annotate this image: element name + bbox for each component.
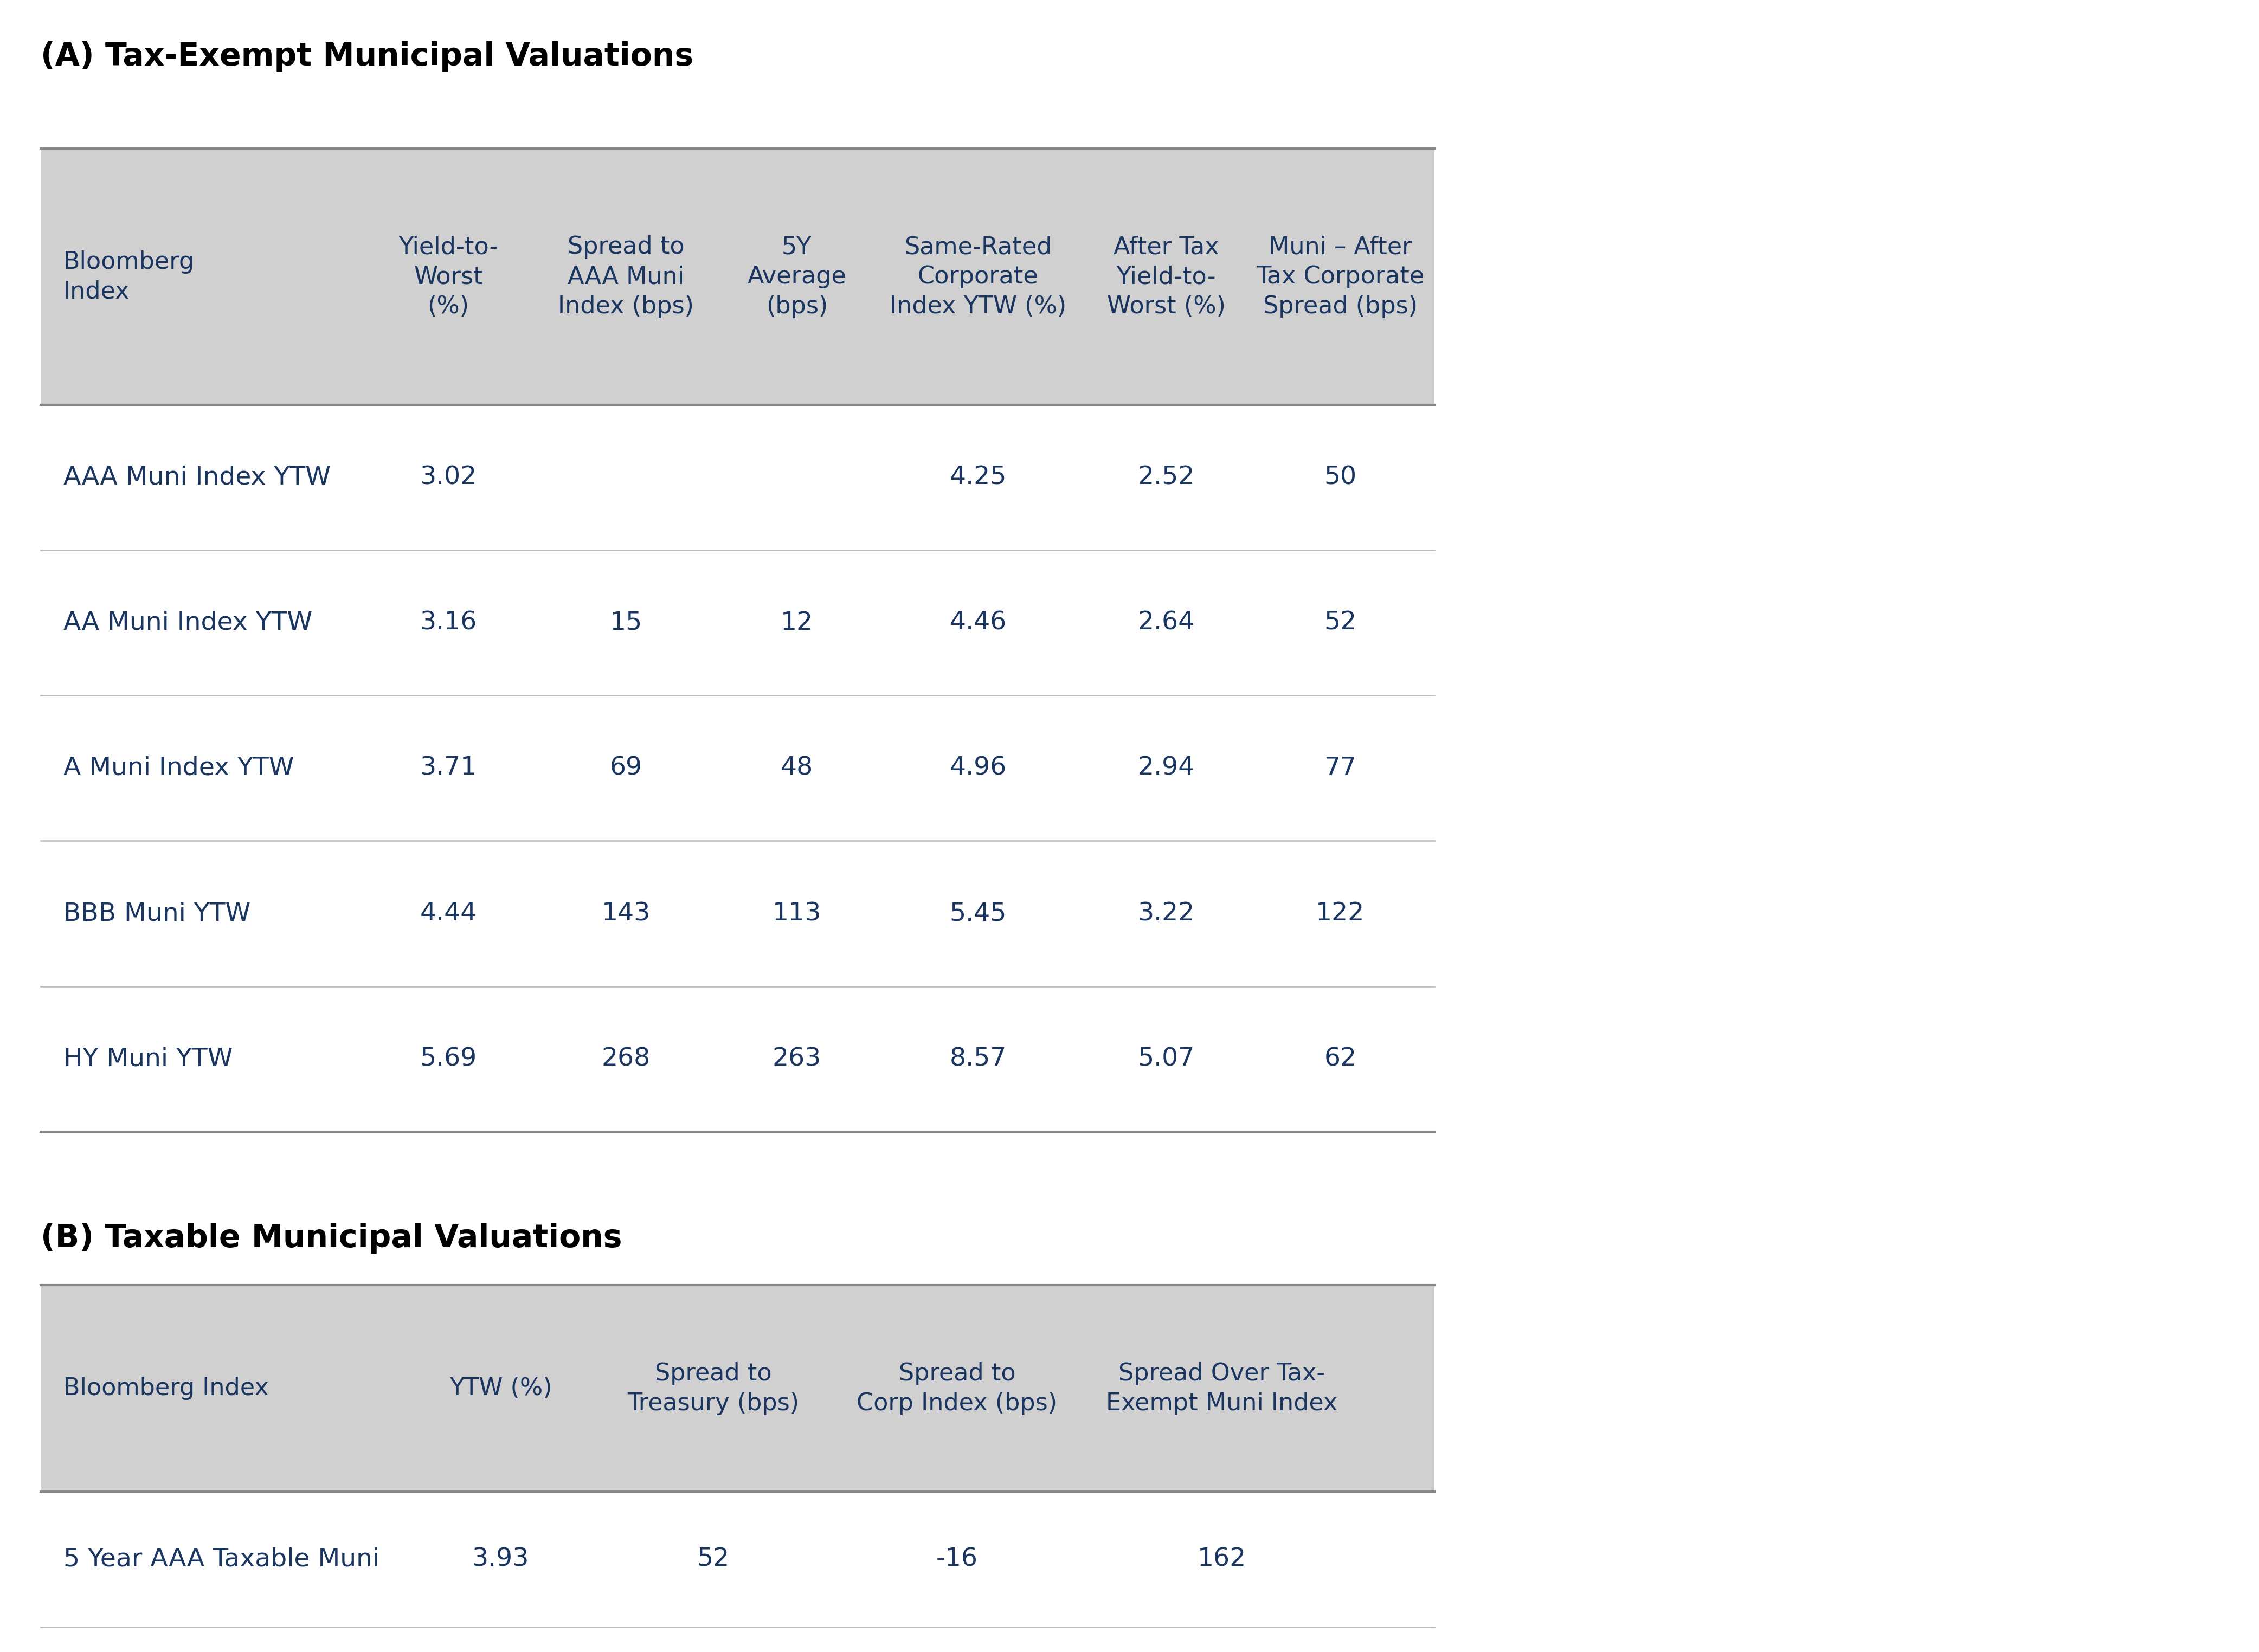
Text: 113: 113 (773, 902, 822, 925)
Text: 2.64: 2.64 (1139, 611, 1195, 634)
Text: AA Muni Index YTW: AA Muni Index YTW (63, 611, 312, 634)
Bar (41, 149, 1434, 405)
Bar (41, 1285, 1434, 1492)
Text: 263: 263 (773, 1047, 822, 1070)
Text: 5 Year AAA Taxable Muni: 5 Year AAA Taxable Muni (63, 1548, 380, 1571)
Text: Spread to
Corp Index (bps): Spread to Corp Index (bps) (856, 1361, 1057, 1416)
Text: 4.46: 4.46 (949, 611, 1008, 634)
Text: 2.94: 2.94 (1139, 757, 1195, 780)
Text: Spread to
AAA Muni
Index (bps): Spread to AAA Muni Index (bps) (558, 235, 694, 319)
Text: 5.45: 5.45 (949, 902, 1008, 925)
Text: 77: 77 (1324, 757, 1358, 780)
Text: 5Y
Average
(bps): 5Y Average (bps) (748, 235, 847, 319)
Text: 2.52: 2.52 (1139, 466, 1195, 489)
Text: 52: 52 (696, 1548, 730, 1571)
Text: 3.16: 3.16 (420, 611, 477, 634)
Text: Spread to
Treasury (bps): Spread to Treasury (bps) (628, 1361, 800, 1416)
Text: 268: 268 (601, 1047, 651, 1070)
Text: 5.69: 5.69 (420, 1047, 477, 1070)
Text: AAA Muni Index YTW: AAA Muni Index YTW (63, 466, 330, 489)
Text: (A) Tax-Exempt Municipal Valuations: (A) Tax-Exempt Municipal Valuations (41, 41, 694, 73)
Text: 122: 122 (1317, 902, 1364, 925)
Text: Bloomberg Index: Bloomberg Index (63, 1376, 269, 1401)
Text: 12: 12 (779, 611, 813, 634)
Text: 50: 50 (1324, 466, 1358, 489)
Text: 62: 62 (1324, 1047, 1358, 1070)
Text: BBB Muni YTW: BBB Muni YTW (63, 902, 251, 925)
Text: Yield-to-
Worst
(%): Yield-to- Worst (%) (398, 235, 499, 319)
Text: 69: 69 (610, 757, 642, 780)
Text: 3.22: 3.22 (1139, 902, 1195, 925)
Text: 4.44: 4.44 (420, 902, 477, 925)
Text: 3.71: 3.71 (420, 757, 477, 780)
Text: A Muni Index YTW: A Muni Index YTW (63, 757, 294, 780)
Text: -16: -16 (935, 1548, 978, 1571)
Text: Muni – After
Tax Corporate
Spread (bps): Muni – After Tax Corporate Spread (bps) (1256, 235, 1425, 319)
Text: Spread Over Tax-
Exempt Muni Index: Spread Over Tax- Exempt Muni Index (1107, 1361, 1337, 1416)
Text: 3.93: 3.93 (472, 1548, 529, 1571)
Text: 3.02: 3.02 (420, 466, 477, 489)
Text: HY Muni YTW: HY Muni YTW (63, 1047, 233, 1070)
Text: 15: 15 (610, 611, 642, 634)
Text: 8.57: 8.57 (949, 1047, 1008, 1070)
Text: After Tax
Yield-to-
Worst (%): After Tax Yield-to- Worst (%) (1107, 235, 1224, 319)
Text: YTW (%): YTW (%) (450, 1376, 551, 1401)
Text: Same-Rated
Corporate
Index YTW (%): Same-Rated Corporate Index YTW (%) (890, 235, 1066, 319)
Text: Bloomberg
Index: Bloomberg Index (63, 249, 194, 304)
Text: (B) Taxable Municipal Valuations: (B) Taxable Municipal Valuations (41, 1222, 621, 1254)
Text: 143: 143 (601, 902, 651, 925)
Text: 4.96: 4.96 (949, 757, 1008, 780)
Text: 5.07: 5.07 (1139, 1047, 1195, 1070)
Text: 48: 48 (779, 757, 813, 780)
Text: 162: 162 (1197, 1548, 1247, 1571)
Text: 52: 52 (1324, 611, 1358, 634)
Text: 4.25: 4.25 (949, 466, 1008, 489)
